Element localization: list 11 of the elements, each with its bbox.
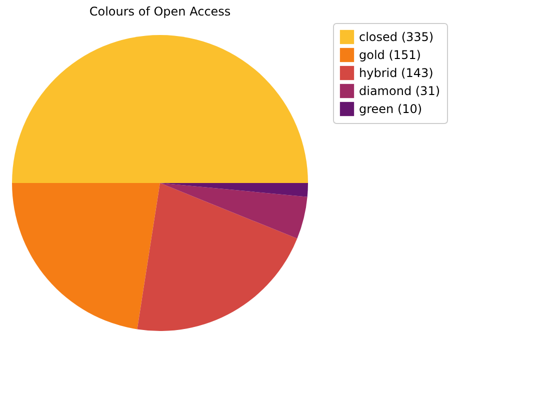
pie-slice	[137, 183, 298, 331]
pie-slice	[12, 183, 160, 330]
legend-label: closed (335)	[359, 30, 434, 44]
legend-label: gold (151)	[359, 48, 421, 62]
pie-slice	[160, 183, 308, 197]
pie-slice	[12, 35, 308, 183]
pie-slice	[160, 183, 308, 239]
legend-label: green (10)	[359, 102, 422, 116]
legend-label: diamond (31)	[359, 84, 440, 98]
legend-label: hybrid (143)	[359, 66, 434, 80]
chart-title: Colours of Open Access	[89, 4, 231, 18]
